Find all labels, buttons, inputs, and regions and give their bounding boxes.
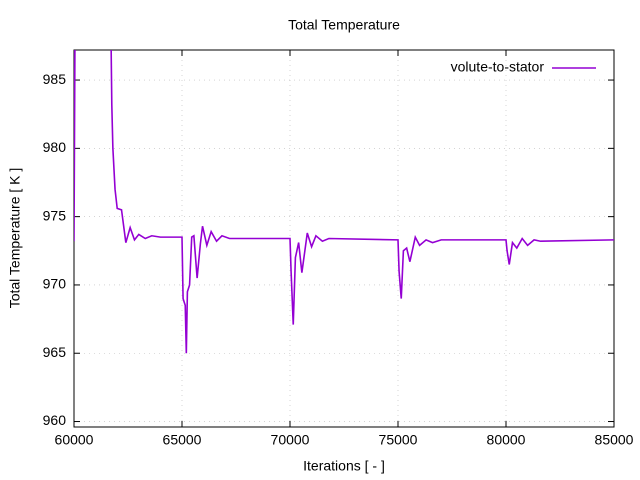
x-axis-label: Iterations [ - ] (303, 458, 385, 474)
y-tick-label: 960 (43, 412, 67, 428)
x-tick-label: 85000 (595, 432, 634, 448)
data-line (74, 50, 614, 354)
y-tick-label: 965 (43, 344, 67, 360)
legend-label: volute-to-stator (451, 59, 545, 75)
y-axis-label: Total Temperature [ K ] (7, 168, 23, 309)
y-tick-label: 970 (43, 276, 67, 292)
y-tick-label: 985 (43, 71, 67, 87)
x-tick-label: 80000 (487, 432, 526, 448)
chart-title: Total Temperature (288, 17, 400, 33)
x-tick-label: 60000 (55, 432, 94, 448)
x-tick-label: 65000 (163, 432, 202, 448)
y-tick-label: 980 (43, 139, 67, 155)
plot-area (74, 50, 614, 354)
y-tick-label: 975 (43, 207, 67, 223)
x-tick-label: 70000 (271, 432, 310, 448)
x-tick-label: 75000 (379, 432, 418, 448)
